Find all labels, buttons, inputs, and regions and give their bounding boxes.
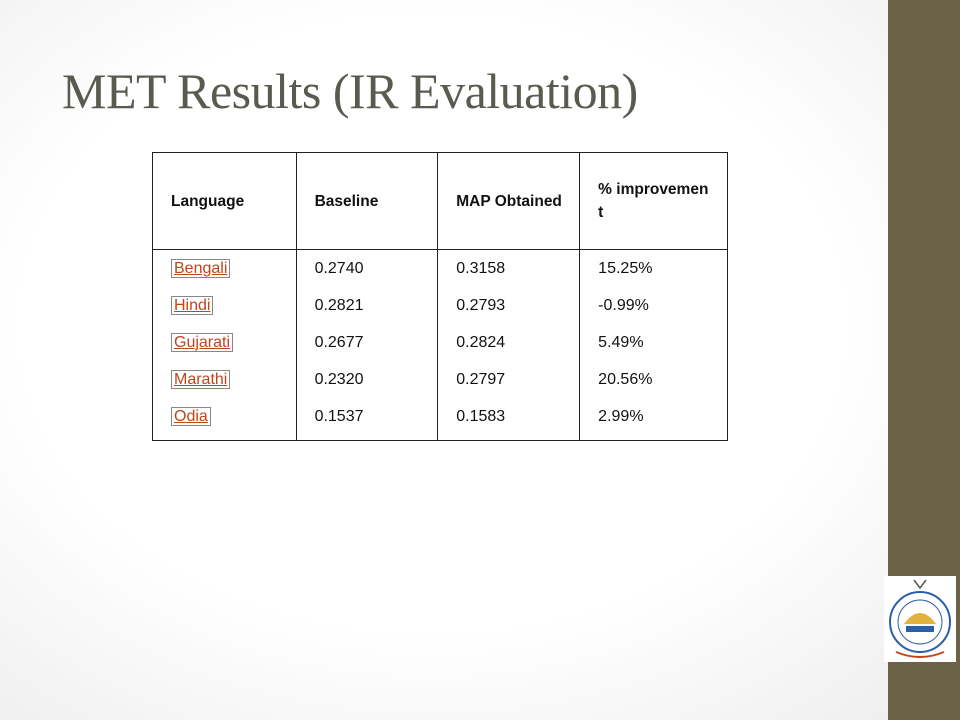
header-cell: % improvement <box>579 152 728 250</box>
table-cell: 20.56% <box>579 361 728 398</box>
table-body: Bengali 0.2740 0.3158 15.25% Hindi 0.2821 0.27… <box>152 249 728 441</box>
header-row: Language Baseline MAP Obtained% improvemen… <box>152 152 728 250</box>
table-cell: 0.2821 <box>295 287 439 324</box>
language-link[interactable]: Bengali <box>171 258 231 278</box>
slide-title: MET Results (IR Evaluation) <box>62 63 638 119</box>
cell-text: 0.2793 <box>456 296 506 314</box>
header-cell: MAP Obtained <box>437 152 581 250</box>
table-row: Odia 0.1537 0.1583 2.99% <box>152 398 728 441</box>
cell-text: 0.2740 <box>314 259 364 277</box>
logo-ring <box>897 599 943 645</box>
table-row: Bengali 0.2740 0.3158 15.25% <box>152 249 728 287</box>
logo <box>884 576 956 662</box>
table-row: Marathi 0.2320 0.2797 20.56% <box>152 361 728 398</box>
logo-ring <box>889 591 951 653</box>
logo-sun <box>904 613 936 624</box>
table-cell: Odia <box>152 398 297 441</box>
table-cell: 0.2824 <box>437 324 581 361</box>
table-cell: 0.2797 <box>437 361 581 398</box>
cell-text: -0.99% <box>598 296 649 314</box>
cell-text: 0.2797 <box>456 370 506 388</box>
header-cell: Language <box>152 152 297 250</box>
table-row: Gujarati 0.2677 0.2824 5.49% <box>152 324 728 361</box>
cell-text: 5.49% <box>598 333 644 351</box>
header-cell: Baseline <box>295 152 439 250</box>
logo-bar <box>906 626 934 632</box>
table-cell: 2.99% <box>579 398 728 441</box>
table-cell: 0.3158 <box>437 249 581 287</box>
table-cell: 0.2320 <box>295 361 439 398</box>
cell-text: 2.99% <box>598 408 644 425</box>
language-link[interactable]: Odia <box>171 407 211 426</box>
cell-text: 15.25% <box>598 259 653 277</box>
cell-text: 0.2821 <box>314 296 364 314</box>
table-cell: 0.1537 <box>295 398 439 441</box>
cell-text: 0.1537 <box>314 408 364 425</box>
table-cell: 5.49% <box>579 324 728 361</box>
cell-text: 0.2824 <box>456 333 506 351</box>
language-link[interactable]: Hindi <box>171 295 214 315</box>
table-cell: Gujarati <box>152 324 297 361</box>
logo-ribbon <box>895 651 945 658</box>
logo-crest <box>913 579 927 590</box>
language-link[interactable]: Marathi <box>171 369 231 389</box>
table-cell: 0.2677 <box>295 324 439 361</box>
table-cell: Hindi <box>152 287 297 324</box>
table-row: Hindi 0.2821 0.2793 -0.99% <box>152 287 728 324</box>
cell-text: 0.2320 <box>314 370 364 388</box>
table-cell: -0.99% <box>579 287 728 324</box>
results-table: Language Baseline MAP Obtained% improvemen… <box>152 152 728 441</box>
table-cell: 0.1583 <box>437 398 581 441</box>
table-cell: 0.2793 <box>437 287 581 324</box>
table-cell: 15.25% <box>579 249 728 287</box>
logo-art <box>889 579 951 658</box>
language-link[interactable]: Gujarati <box>171 332 234 352</box>
cell-text: 20.56% <box>598 370 653 388</box>
cell-text: 0.1583 <box>456 408 506 425</box>
cell-text: 0.3158 <box>456 259 506 277</box>
table-cell: 0.2740 <box>295 249 439 287</box>
cell-text: 0.2677 <box>314 333 364 351</box>
table-cell: Bengali <box>152 249 297 287</box>
table-cell: Marathi <box>152 361 297 398</box>
